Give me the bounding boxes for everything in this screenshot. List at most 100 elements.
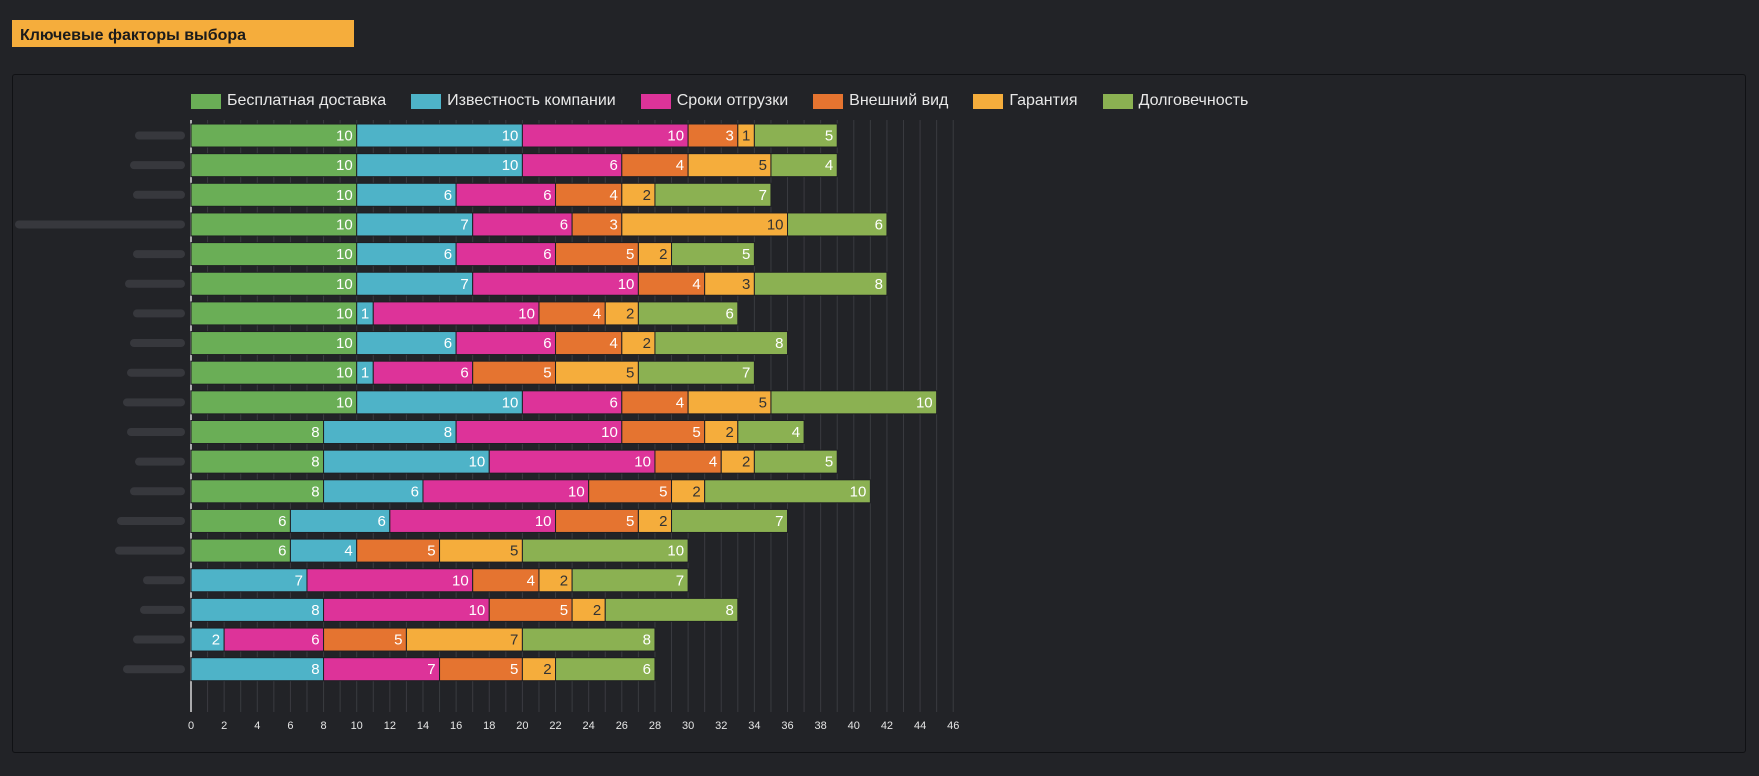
legend-item[interactable]: Внешний вид — [813, 92, 948, 110]
bar-value-label: 5 — [825, 128, 833, 145]
x-tick-label: 34 — [748, 720, 760, 732]
bar-segment — [455, 420, 623, 444]
bar-value-label: 10 — [336, 187, 353, 204]
category-label-blurred — [130, 339, 185, 348]
category-label-blurred — [140, 605, 185, 614]
bar-segment — [190, 420, 325, 444]
legend-item[interactable]: Бесплатная доставка — [191, 92, 386, 110]
bar-segment — [521, 123, 689, 148]
bar-segment — [323, 420, 457, 444]
legend-swatch — [1102, 93, 1133, 109]
bar-segment — [770, 390, 938, 415]
bar-segment — [190, 508, 291, 533]
bar-segment — [356, 153, 523, 178]
x-tick-label: 44 — [914, 720, 926, 732]
bar-segment — [455, 331, 557, 356]
bar-value-label: 3 — [725, 128, 733, 145]
bar-segment — [190, 597, 325, 622]
category-label-blurred — [117, 516, 185, 525]
bar-value-label: 10 — [336, 128, 353, 145]
bar-segment — [190, 301, 358, 326]
bar-value-label: 10 — [518, 305, 535, 322]
bar-segment — [190, 182, 358, 207]
x-tick-label: 38 — [815, 720, 827, 732]
bar-value-label: 6 — [444, 187, 452, 204]
bar-segment — [521, 390, 623, 415]
legend-label: Известность компании — [447, 92, 616, 109]
x-tick-label: 26 — [616, 720, 628, 732]
bar-value-label: 8 — [311, 602, 319, 619]
bar-value-label: 4 — [527, 572, 535, 589]
bar-value-label: 6 — [444, 246, 452, 263]
bar-segment — [323, 479, 424, 504]
bar-segment — [356, 123, 523, 148]
bar-segment — [671, 242, 755, 267]
bar-segment — [521, 153, 623, 178]
bar-value-label: 10 — [667, 543, 684, 560]
bar-value-label: 5 — [510, 543, 518, 560]
x-tick-label: 42 — [881, 720, 893, 732]
bar-value-label: 4 — [792, 424, 800, 441]
bar-value-label: 6 — [311, 632, 319, 649]
bar-value-label: 7 — [759, 187, 767, 204]
bar-segment — [223, 627, 325, 652]
legend-item[interactable]: Сроки отгрузки — [640, 92, 789, 110]
bar-value-label: 10 — [336, 157, 353, 174]
bar-segment — [654, 182, 772, 207]
bar-value-label: 10 — [452, 572, 469, 589]
bar-segment — [753, 271, 888, 296]
x-tick-label: 14 — [417, 720, 429, 732]
x-tick-label: 46 — [947, 720, 959, 732]
legend-item[interactable]: Долговечность — [1102, 92, 1248, 110]
chart-title-badge: Ключевые факторы выбора — [12, 20, 354, 47]
category-label-blurred — [135, 457, 185, 466]
bar-segment — [190, 568, 308, 593]
x-tick-label: 2 — [221, 720, 227, 732]
legend-item[interactable]: Гарантия — [973, 92, 1078, 110]
x-tick-label: 24 — [583, 720, 595, 732]
bar-value-label: 4 — [825, 157, 833, 174]
bar-value-label: 8 — [311, 424, 319, 441]
bar-segment — [654, 331, 789, 356]
bar-value-label: 5 — [626, 513, 634, 530]
bar-value-label: 10 — [336, 216, 353, 233]
x-tick-label: 4 — [254, 720, 260, 732]
bar-segment — [356, 182, 457, 207]
bar-value-label: 5 — [692, 424, 700, 441]
bar-value-label: 2 — [692, 483, 700, 500]
bar-value-label: 10 — [850, 483, 867, 500]
x-tick-label: 8 — [320, 720, 326, 732]
bar-segment — [356, 242, 457, 267]
x-tick-label: 32 — [715, 720, 727, 732]
bar-value-label: 5 — [759, 157, 767, 174]
bar-value-label: 5 — [394, 632, 402, 649]
x-tick-label: 30 — [682, 720, 694, 732]
bar-segment — [604, 597, 739, 622]
bar-value-label: 10 — [336, 335, 353, 352]
bar-value-label: 2 — [742, 454, 750, 471]
bar-value-label: 8 — [725, 602, 733, 619]
bar-value-label: 6 — [875, 216, 883, 233]
bar-value-label: 4 — [709, 454, 717, 471]
category-label-blurred — [123, 398, 185, 407]
legend-label: Сроки отгрузки — [676, 92, 789, 109]
bar-value-label: 4 — [344, 543, 352, 560]
bar-value-label: 6 — [460, 365, 468, 382]
bar-segment — [356, 271, 474, 296]
legend-swatch — [411, 93, 442, 109]
bar-segment — [455, 242, 557, 267]
x-tick-label: 6 — [287, 720, 293, 732]
legend-item[interactable]: Известность компании — [411, 92, 616, 110]
bar-value-label: 6 — [444, 335, 452, 352]
bar-value-label: 8 — [643, 632, 651, 649]
bar-segment — [521, 538, 689, 563]
chart-title: Ключевые факторы выбора — [20, 27, 247, 44]
category-label-blurred — [135, 131, 185, 140]
bar-value-label: 10 — [634, 454, 651, 471]
bar-segment — [190, 242, 358, 267]
bar-value-label: 6 — [278, 543, 286, 560]
bar-segment — [787, 212, 888, 237]
category-label-blurred — [133, 309, 185, 318]
bar-value-label: 5 — [825, 454, 833, 471]
bar-segment — [372, 301, 540, 326]
